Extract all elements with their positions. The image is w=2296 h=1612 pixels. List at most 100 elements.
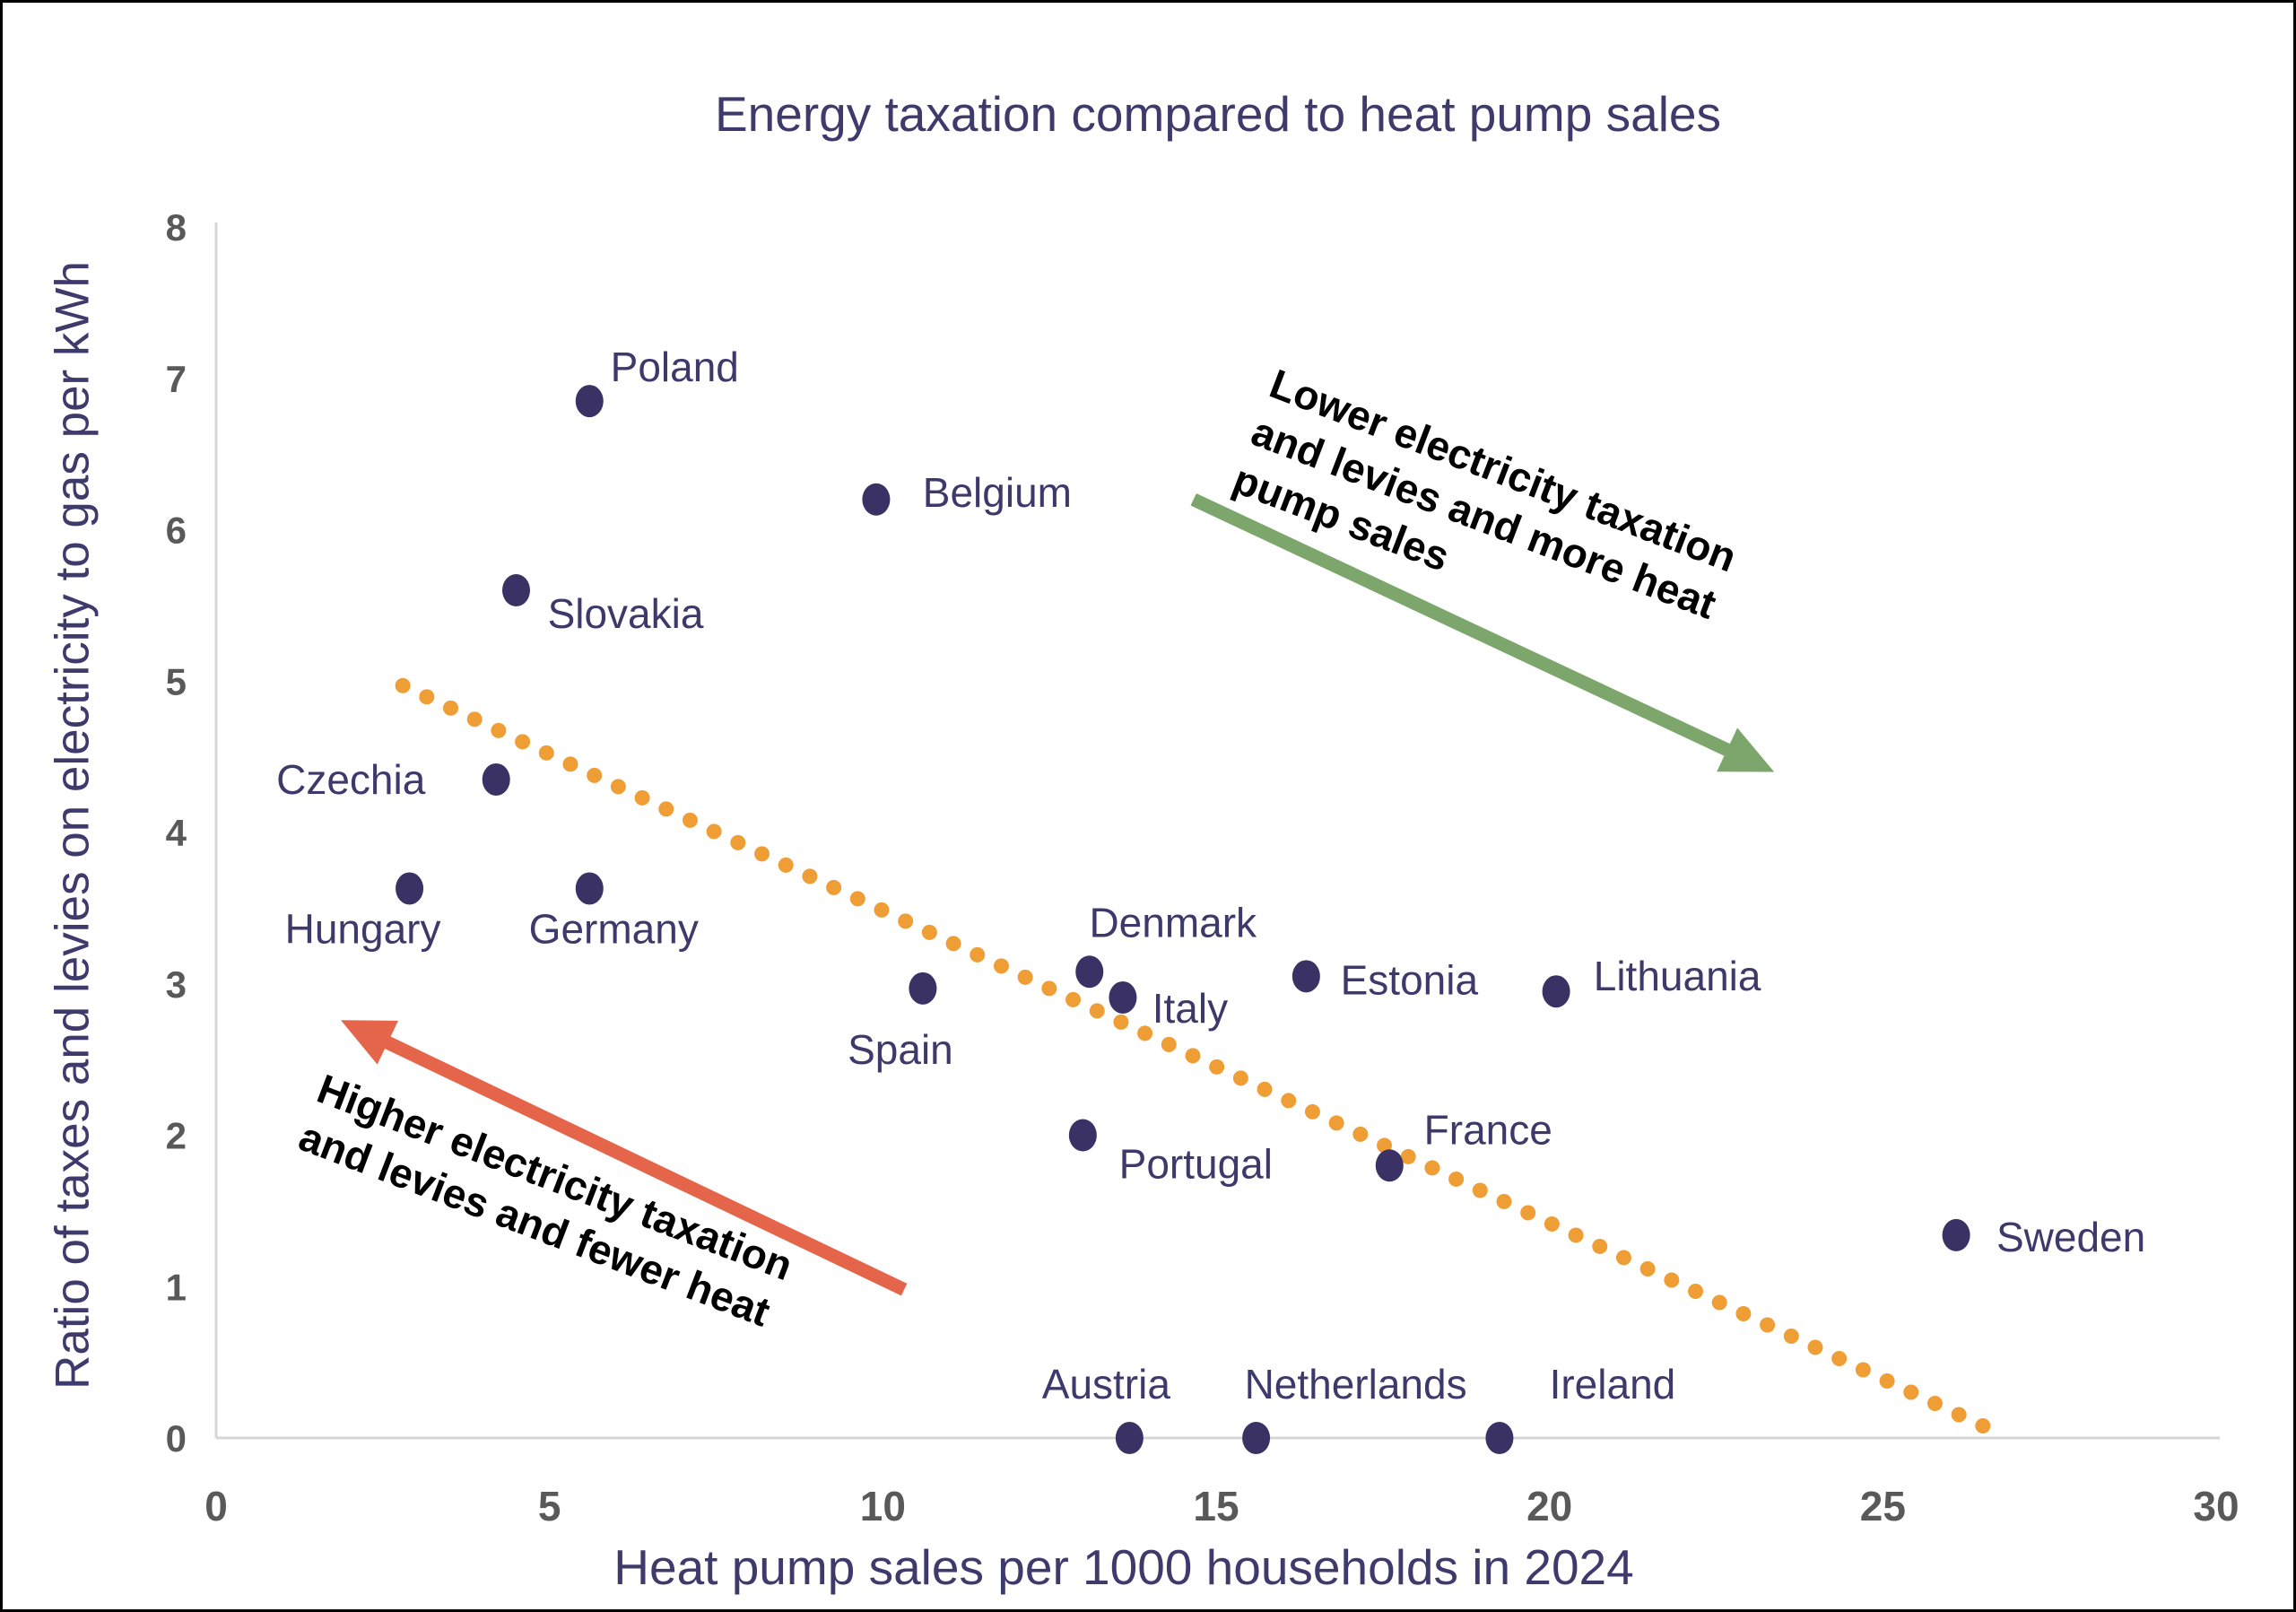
trendline-dot [634,789,650,806]
trendline-dot [849,891,865,907]
trendline-dot [1185,1048,1201,1064]
trendline-dot [1065,991,1082,1007]
trendline-dot [610,779,626,795]
trendline-dot [1137,1025,1153,1041]
trendline-dot [1281,1093,1297,1109]
trendline-dot [1592,1238,1608,1254]
trendline-dot [1926,1395,1943,1411]
data-point-denmark [1075,955,1104,989]
y-tick-label: 2 [166,1115,187,1157]
trendline-dot [1760,1317,1776,1333]
data-point-czechia [482,762,510,796]
data-point-france [1375,1149,1404,1182]
data-point-spain [909,972,937,1005]
point-label-slovakia: Slovakia [548,590,704,637]
chart-title: Energy taxation compared to heat pump sa… [714,86,1722,142]
point-label-belgium: Belgium [923,469,1072,516]
trendline-dot [1113,1014,1129,1030]
trendline-dot [826,879,842,895]
lower-arrow-shaft [1190,492,1737,760]
trendline-dot [1711,1294,1727,1311]
trendline-dot [1232,1070,1248,1086]
trendline-dot [1448,1171,1465,1187]
data-point-lithuania [1542,975,1570,1008]
data-point-ireland [1485,1422,1514,1454]
trendline-dot [1951,1407,1967,1423]
trendline-dot [754,846,770,862]
trendline-dot [1568,1227,1584,1243]
trendline-dot [1520,1205,1536,1221]
y-tick-label: 5 [166,660,187,702]
trendline-dot [1161,1036,1177,1052]
point-label-austria: Austria [1042,1361,1171,1407]
trendline-dot [419,689,435,705]
trendline-dot [658,801,674,817]
data-point-sweden [1942,1218,1970,1251]
x-tick-label: 30 [2193,1483,2239,1529]
trendline-dot [1615,1250,1631,1266]
x-tick-label: 0 [204,1483,228,1529]
trendline-dot [778,857,794,873]
trendline-dot [491,722,507,738]
trendline-dot [1328,1115,1344,1131]
data-point-germany [575,872,604,905]
trendline-dot [587,767,603,783]
data-point-austria [1115,1422,1144,1454]
y-tick-label: 3 [166,963,187,1006]
trendline-dot [1975,1418,1991,1433]
trendline-dot [1639,1260,1656,1277]
trendline-dot [1472,1182,1488,1198]
point-label-lithuania: Lithuania [1594,953,1761,999]
point-label-portugal: Portugal [1119,1141,1273,1188]
point-label-denmark: Denmark [1089,899,1257,945]
trendline-dot [970,946,986,963]
y-tick-label: 1 [166,1266,187,1308]
trendline-dot [1304,1103,1320,1120]
y-tick-label: 0 [166,1417,187,1460]
point-label-estonia: Estonia [1341,956,1479,1003]
y-tick-label: 8 [166,206,187,248]
data-point-poland [575,385,604,418]
trendline-dot [1017,969,1033,985]
point-label-germany: Germany [529,905,699,952]
x-tick-label: 15 [1193,1483,1239,1529]
point-label-poland: Poland [611,344,739,390]
trendline-dot [1496,1193,1512,1209]
data-point-hungary [396,872,424,905]
trendline-dot [706,823,722,840]
trendline-dot [1377,1137,1393,1154]
data-point-portugal [1068,1119,1097,1152]
trendline-dot [898,913,914,929]
point-label-ireland: Ireland [1550,1361,1676,1407]
x-axis-title: Heat pump sales per 1000 households in 2… [613,1539,1634,1595]
trendline-dot [515,734,531,750]
trendline-dot [1041,980,1057,997]
trendline-dot [1783,1328,1799,1344]
trendline-dot [1664,1272,1680,1288]
point-label-france: France [1424,1106,1552,1153]
trendline-dot [1424,1160,1440,1176]
y-tick-label: 4 [166,812,187,854]
trendline-dot [1544,1216,1560,1232]
data-point-slovakia [502,574,530,606]
trendline-dot [1089,1003,1105,1019]
higher-arrow-shaft [378,1033,908,1296]
trendline-dot [1879,1372,1895,1389]
x-tick-label: 5 [538,1483,561,1529]
trendline-dot [1352,1126,1369,1142]
trendline-dot [921,924,937,940]
trendline-dot [1855,1362,1871,1378]
trendline-dot [466,711,483,728]
point-label-hungary: Hungary [285,905,441,952]
point-label-italy: Italy [1152,985,1228,1032]
y-tick-label: 7 [166,358,187,400]
trendline-dot [993,958,1009,974]
point-label-sweden: Sweden [1996,1214,2145,1260]
trendline-dot [562,756,578,772]
data-point-italy [1109,980,1137,1014]
trendline-dot [1209,1059,1225,1075]
point-label-netherlands: Netherlands [1245,1361,1467,1407]
data-point-estonia [1292,960,1320,993]
trendline-dot [1257,1081,1273,1097]
